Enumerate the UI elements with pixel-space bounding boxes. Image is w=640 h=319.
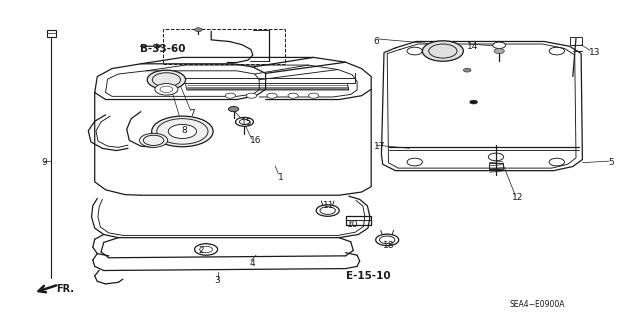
Circle shape [316, 205, 339, 216]
Text: 10: 10 [347, 220, 358, 229]
Text: 18: 18 [383, 241, 394, 250]
Circle shape [267, 93, 277, 98]
Text: 4: 4 [250, 259, 255, 268]
Text: 15: 15 [241, 118, 253, 127]
Text: SEA4−E0900A: SEA4−E0900A [510, 300, 565, 309]
Circle shape [494, 48, 504, 54]
Text: 9: 9 [42, 158, 47, 167]
Circle shape [152, 116, 213, 147]
Circle shape [493, 42, 506, 48]
Text: 11: 11 [323, 201, 335, 210]
Circle shape [168, 124, 196, 138]
Text: E-15-10: E-15-10 [346, 271, 391, 281]
Text: 6: 6 [373, 37, 379, 46]
Text: 3: 3 [214, 276, 220, 285]
Text: 16: 16 [250, 136, 261, 145]
Text: 2: 2 [198, 246, 204, 255]
Text: FR.: FR. [56, 284, 74, 294]
Circle shape [376, 234, 399, 246]
Text: 1: 1 [278, 173, 284, 182]
Circle shape [140, 133, 168, 147]
Circle shape [308, 93, 319, 98]
Text: 14: 14 [467, 42, 479, 51]
Text: B-33-60: B-33-60 [140, 44, 185, 55]
Circle shape [228, 107, 239, 112]
Text: 5: 5 [608, 158, 614, 167]
Circle shape [236, 117, 253, 126]
Circle shape [246, 93, 257, 98]
Circle shape [155, 84, 178, 95]
Circle shape [225, 93, 236, 98]
Text: 17: 17 [374, 142, 386, 151]
Circle shape [470, 100, 477, 104]
Text: 13: 13 [589, 48, 600, 57]
Circle shape [422, 41, 463, 61]
Text: 12: 12 [512, 193, 524, 202]
Text: 7: 7 [189, 109, 195, 118]
Circle shape [463, 68, 471, 72]
Circle shape [288, 93, 298, 98]
Circle shape [195, 28, 202, 32]
Circle shape [195, 244, 218, 255]
Circle shape [147, 70, 186, 89]
Text: 8: 8 [181, 126, 187, 135]
